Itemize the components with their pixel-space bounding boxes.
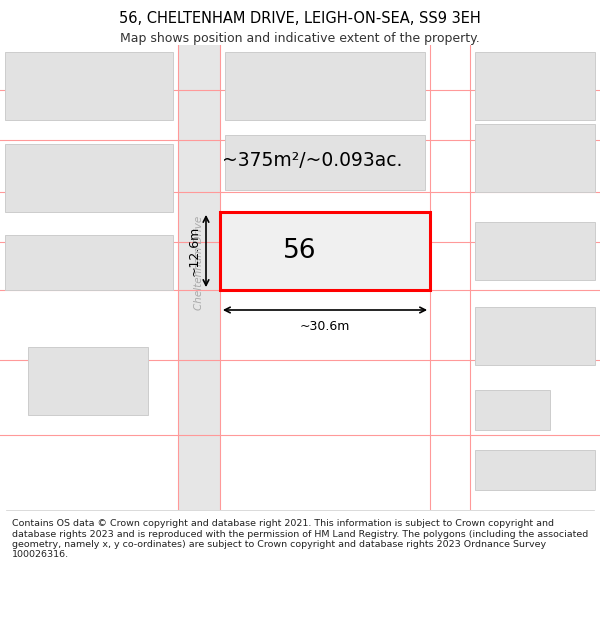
Bar <box>5 144 173 212</box>
Bar <box>220 212 430 290</box>
Text: 56, CHELTENHAM DRIVE, LEIGH-ON-SEA, SS9 3EH: 56, CHELTENHAM DRIVE, LEIGH-ON-SEA, SS9 … <box>119 11 481 26</box>
Text: Map shows position and indicative extent of the property.: Map shows position and indicative extent… <box>120 32 480 46</box>
Bar <box>370 247 420 285</box>
Text: ~375m²/~0.093ac.: ~375m²/~0.093ac. <box>222 151 403 169</box>
Bar <box>5 235 173 290</box>
Bar <box>225 52 425 120</box>
Text: Contains OS data © Crown copyright and database right 2021. This information is : Contains OS data © Crown copyright and d… <box>12 519 588 559</box>
Bar <box>475 124 595 192</box>
Bar <box>28 347 148 415</box>
Bar <box>178 45 220 510</box>
Bar <box>225 135 425 190</box>
Bar <box>475 222 595 280</box>
Text: ~30.6m: ~30.6m <box>300 320 350 333</box>
Text: ~12.6m: ~12.6m <box>188 226 201 276</box>
Bar <box>475 307 595 365</box>
Text: Cheltenham Drive: Cheltenham Drive <box>194 216 204 309</box>
Bar <box>475 390 550 430</box>
Bar <box>5 52 173 120</box>
Bar <box>475 450 595 490</box>
Bar <box>475 52 595 120</box>
Text: 56: 56 <box>283 238 317 264</box>
